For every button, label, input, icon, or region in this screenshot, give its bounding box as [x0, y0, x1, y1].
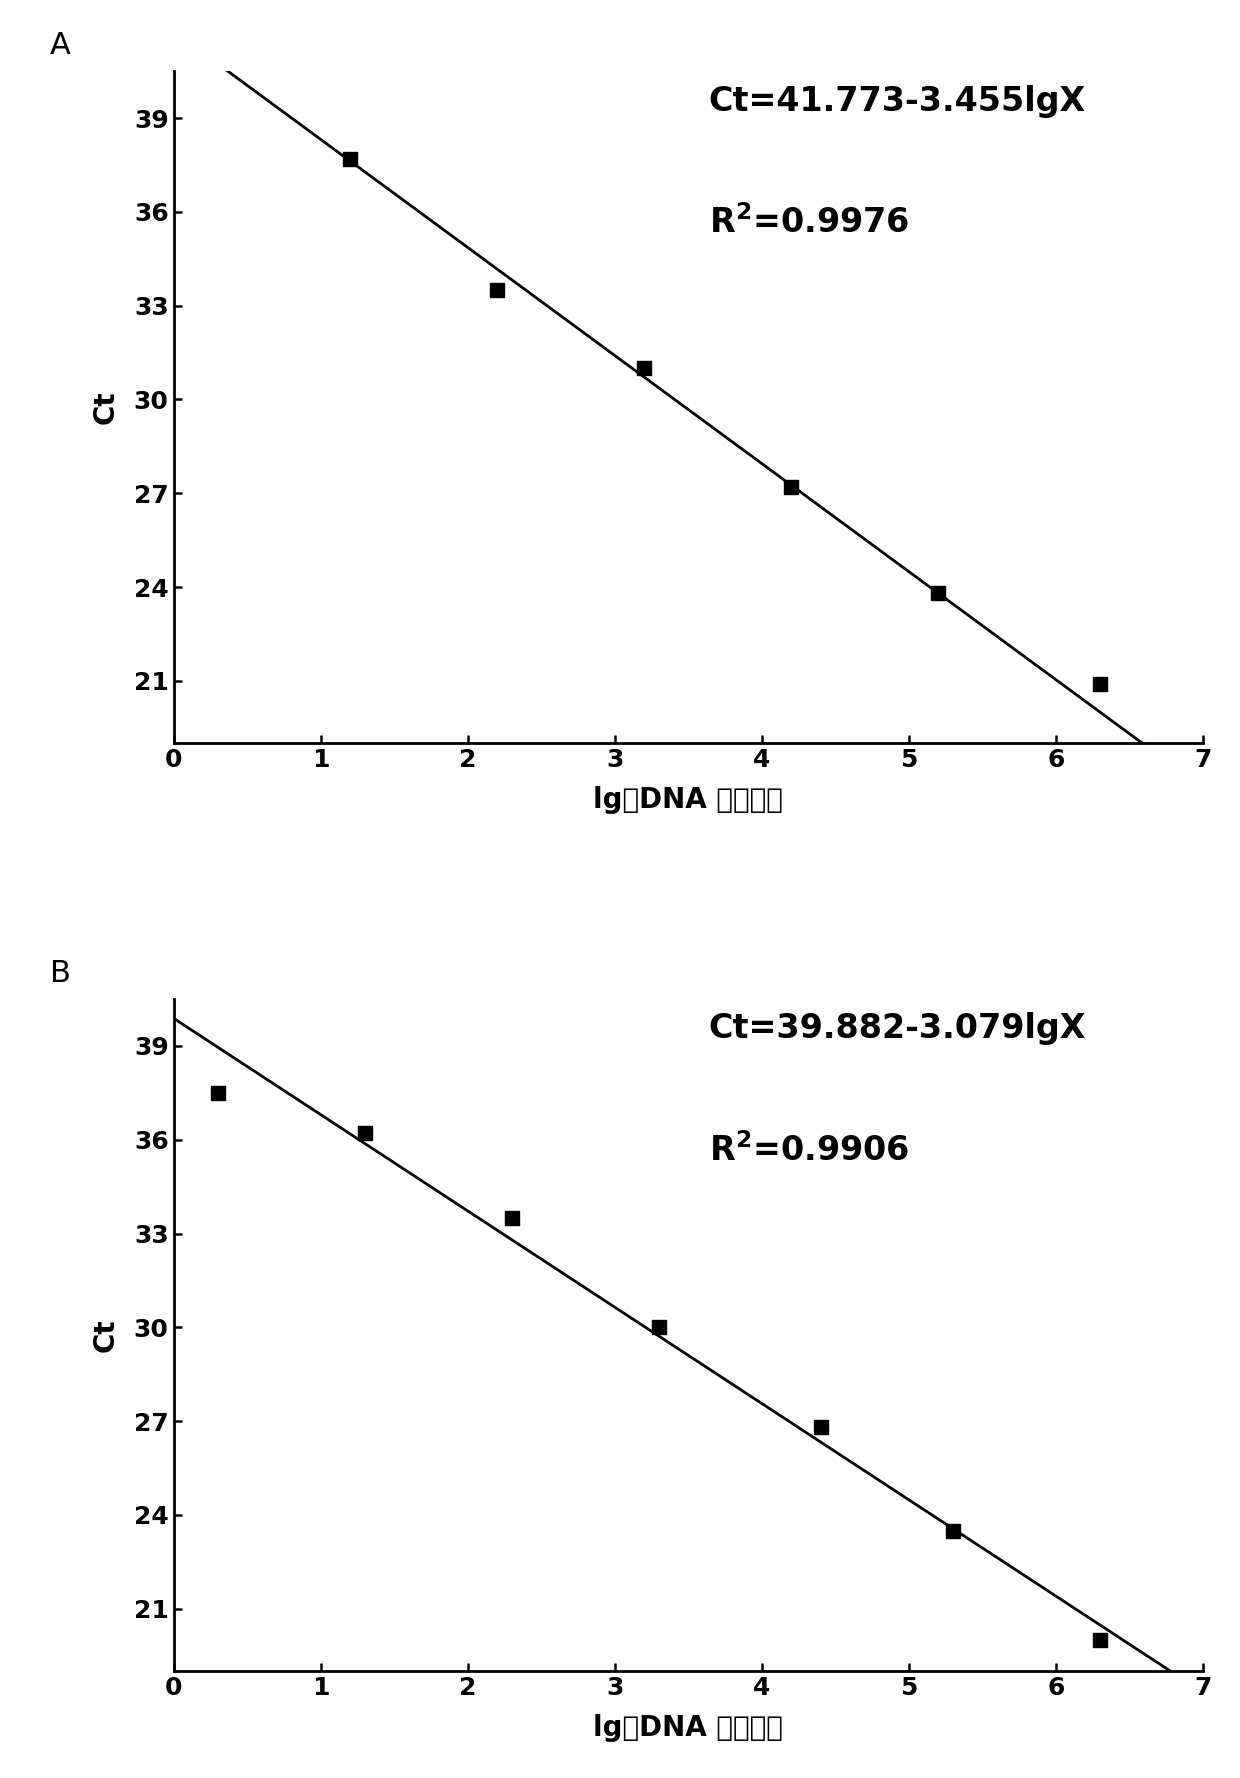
- X-axis label: lg［DNA 拷贝数］: lg［DNA 拷贝数］: [593, 786, 784, 814]
- Point: [355, 1118, 374, 1147]
- Point: [1090, 1625, 1110, 1654]
- Point: [942, 1517, 962, 1545]
- Point: [340, 144, 360, 172]
- Text: B: B: [50, 958, 71, 987]
- X-axis label: lg［DNA 拷贝数］: lg［DNA 拷贝数］: [593, 1714, 784, 1742]
- Text: $\mathbf{R^2}$=0.9906: $\mathbf{R^2}$=0.9906: [709, 1133, 909, 1168]
- Point: [649, 1314, 668, 1342]
- Point: [811, 1414, 831, 1442]
- Point: [487, 276, 507, 304]
- Point: [208, 1079, 228, 1108]
- Y-axis label: Ct: Ct: [92, 391, 120, 425]
- Text: A: A: [50, 30, 71, 60]
- Y-axis label: Ct: Ct: [92, 1317, 120, 1351]
- Point: [929, 580, 949, 608]
- Point: [634, 354, 653, 382]
- Text: $\mathbf{R^2}$=0.9976: $\mathbf{R^2}$=0.9976: [709, 206, 909, 240]
- Point: [502, 1204, 522, 1232]
- Text: Ct=39.882-3.079lgX: Ct=39.882-3.079lgX: [709, 1012, 1086, 1045]
- Text: Ct=41.773-3.455lgX: Ct=41.773-3.455lgX: [709, 85, 1086, 117]
- Point: [1090, 670, 1110, 699]
- Point: [781, 473, 801, 501]
